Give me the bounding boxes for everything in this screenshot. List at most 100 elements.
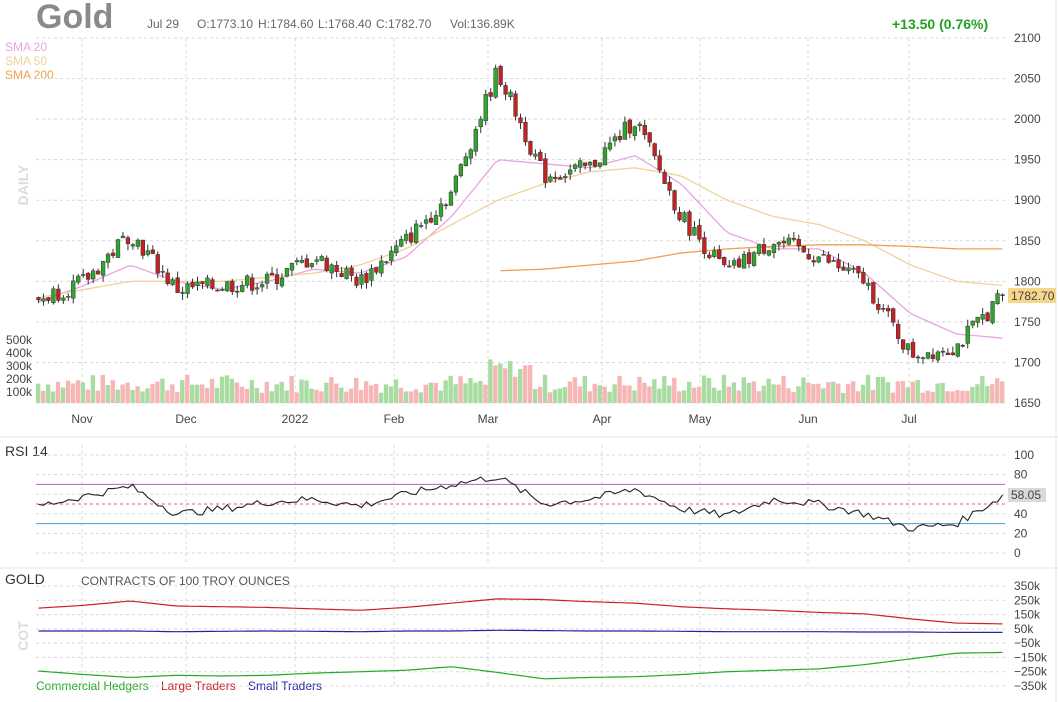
candle-body [200,281,205,285]
candle-body [304,258,309,268]
candle-body [215,289,220,292]
volume-bar [165,390,170,403]
volume-bar [990,384,995,403]
volume-bar [746,382,751,403]
candle-body [61,297,66,301]
candle-body [36,297,41,301]
volume-bar [503,368,508,403]
candle-body [423,219,429,224]
candle-body [170,279,175,285]
volume-bar [627,385,632,403]
volume-bar [816,383,821,403]
candle-body [781,240,787,244]
candle-body [51,288,56,304]
volume-bar [314,389,319,403]
volume-bar [915,380,920,403]
volume-bar [368,385,374,403]
candle-body [225,281,230,292]
volume-bar [622,385,627,403]
volume-bar [254,387,260,403]
candle-body [95,270,101,275]
volume-bar [1000,381,1005,403]
volume-bar [855,391,861,403]
candle-body [751,252,757,266]
candle-body [448,191,454,206]
candle-body [155,254,160,274]
volume-bar [155,381,160,403]
volume-bar [617,375,622,403]
cot-y-tick: 50k [1014,622,1034,636]
volume-bar [845,384,851,403]
volume-bar [289,375,294,403]
volume-bar [363,381,369,403]
candle-body [737,258,742,268]
candle-body [523,121,528,143]
volume-bar [383,384,389,403]
candle-body [642,125,647,136]
candle-body [86,272,91,280]
candle-body [289,263,295,271]
volume-bar [796,386,801,403]
candle-body [269,272,275,276]
candle-body [254,287,260,290]
volume-bar [498,363,503,403]
volume-bar [836,383,841,403]
volume-bar [65,380,71,403]
candle-body [453,175,459,193]
candle-body [508,91,513,97]
candle-body [821,254,826,256]
volume-bar [691,387,697,403]
volume-bar [751,381,756,403]
candle-body [801,245,806,253]
volume-bar [95,390,100,403]
candle-body [473,128,478,152]
volume-bar [125,382,130,403]
cot-y-tick: 250k [1014,593,1041,607]
rsi-y-tick: 40 [1014,507,1028,521]
candle-body [995,293,1000,305]
price-y-tick: 1800 [1014,274,1041,288]
volume-bar [50,391,56,403]
volume-bar [955,390,960,403]
volume-bar [577,386,583,403]
candle-body [399,239,404,247]
candle-body [722,257,727,266]
legend-sma200: SMA 200 [5,68,54,82]
candle-body [836,259,841,269]
volume-bar [930,391,935,403]
volume-bar [791,391,796,403]
candle-body [717,249,722,259]
volume-bar [135,386,140,403]
volume-bar [562,387,568,403]
candle-body [120,235,126,239]
volume-bar [234,382,240,403]
candle-body [245,275,250,286]
candle-body [900,339,906,350]
volume-bar [45,384,51,403]
candle-body [458,164,464,177]
volume-bar [965,390,970,403]
volume-bar [731,382,737,403]
volume-bar [388,386,394,403]
volume-bar [488,359,493,403]
candle-body [915,356,921,359]
candle-body [389,250,394,261]
candle-body [349,267,354,276]
candle-body [354,276,359,286]
symbol-title: Gold [36,0,114,36]
cot-subtitle: CONTRACTS OF 100 TROY OUNCES [81,574,290,588]
candle-body [876,304,881,310]
candle-body [771,244,777,254]
candle-body [582,162,588,166]
volume-bar [195,384,200,403]
volume-bar [239,386,245,403]
volume-value: Vol:136.89K [450,17,515,31]
price-y-tick: 1650 [1014,396,1041,410]
candle-body [682,212,687,222]
candle-body [135,239,141,247]
small-traders-line [38,629,1003,633]
change-value: +13.50 (0.76%) [892,16,989,32]
candle-body [776,242,782,245]
rsi-last-marker: 58.05 [1008,488,1046,502]
